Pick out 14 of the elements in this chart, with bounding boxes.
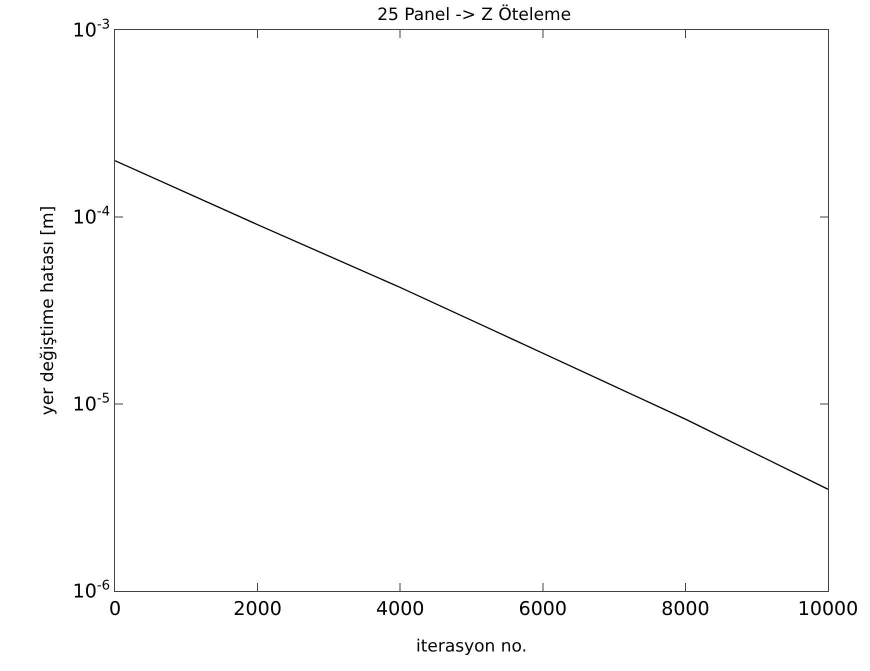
- y-tick-label: 10$^{-5}$: [72, 392, 110, 416]
- y-tick-label: 10$^{-6}$: [72, 578, 110, 603]
- x-tick-label: 10000: [798, 598, 858, 620]
- x-tick-label: 2000: [233, 598, 282, 620]
- line-series: [115, 160, 828, 490]
- x-tick-label: 6000: [518, 598, 567, 620]
- x-tick-label: 8000: [661, 598, 710, 620]
- x-tick-label: 4000: [376, 598, 424, 620]
- x-axis-title: iterasyon no.: [416, 636, 528, 656]
- chart-title: 25 Panel -> Z Öteleme: [377, 4, 572, 25]
- y-tick-label: 10$^{-4}$: [72, 204, 110, 229]
- x-tick-label: 0: [108, 598, 122, 620]
- y-axis-title: yer değiştime hatası [m]: [38, 206, 58, 416]
- y-tick-label: 10$^{-3}$: [72, 18, 110, 42]
